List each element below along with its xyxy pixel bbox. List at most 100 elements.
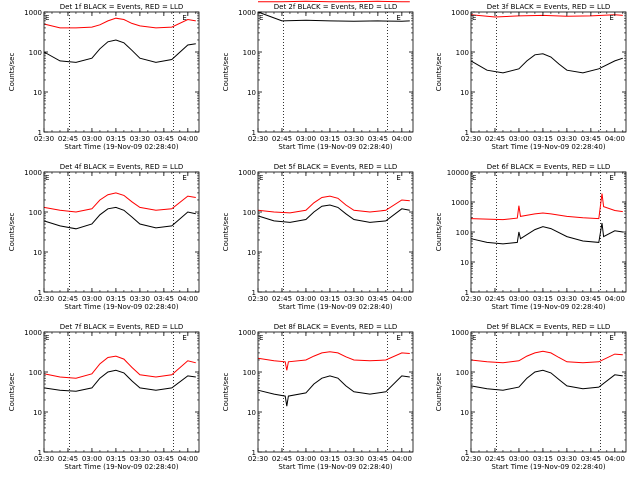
e-marker: E [259,334,263,342]
e-marker: E [396,174,400,182]
series-line-events [470,222,623,245]
y-tick-label: 100 [29,209,42,217]
y-tick-label: 1000 [24,329,42,337]
x-axis-label: Start Time (19-Nov-09 02:28:40) [278,303,392,311]
x-tick-label: 03:00 [509,295,529,303]
series-line-lld [470,14,623,18]
x-tick-label: 03:45 [581,295,601,303]
y-tick-label: 10 [460,409,469,417]
x-tick-label: 02:45 [272,295,292,303]
x-tick-label: 04:00 [178,455,198,463]
e-marker: E [45,14,49,22]
x-tick-label: 03:30 [130,295,150,303]
x-tick-label: 03:00 [82,455,102,463]
chart-panel-2: Det 2f BLACK = Events, RED = LLD E E 1 10 100… [222,0,414,151]
x-tick-label: 02:45 [485,295,505,303]
series-line-lld [43,192,196,213]
x-tick-label: 04:00 [605,295,625,303]
series-line-events [257,11,410,22]
series-line-lld [257,195,410,214]
y-tick-label: 100 [243,369,256,377]
y-tick-label: 10 [247,89,256,97]
x-tick-label: 03:45 [368,295,388,303]
series-line-lld [470,193,623,221]
series-line-lld [43,17,196,29]
x-tick-label: 03:15 [106,295,126,303]
x-tick-label: 04:00 [392,295,412,303]
x-tick-label: 03:30 [557,295,577,303]
x-tick-label: 04:00 [392,455,412,463]
x-tick-label: 04:00 [605,135,625,143]
x-tick-label: 03:45 [154,295,174,303]
x-tick-label: 03:30 [344,135,364,143]
e-marker: E [609,334,613,342]
x-tick-label: 03:45 [581,135,601,143]
y-tick-label: 10000 [447,169,469,177]
series-line-events [470,369,623,391]
x-tick-label: 04:00 [605,455,625,463]
x-tick-label: 02:30 [34,455,54,463]
chart-title: Det 9f BLACK = Events, RED = LLD [487,323,610,331]
e-marker: E [396,14,400,22]
x-tick-label: 02:45 [58,135,78,143]
plot-frame [257,171,414,293]
plot-frame [470,11,627,133]
x-tick-label: 02:45 [272,135,292,143]
x-axis-label: Start Time (19-Nov-09 02:28:40) [64,143,178,151]
x-tick-label: 02:30 [34,295,54,303]
e-marker: E [472,334,476,342]
y-tick-label: 1000 [451,9,469,17]
x-tick-label: 02:45 [485,455,505,463]
plot-frame [470,331,627,453]
y-tick-label: 10 [33,409,42,417]
y-tick-label: 10 [247,249,256,257]
x-tick-label: 02:45 [272,455,292,463]
x-axis-label: Start Time (19-Nov-09 02:28:40) [64,303,178,311]
y-tick-label: 1 [38,129,42,137]
y-tick-label: 1 [252,289,256,297]
series-line-lld [257,351,410,371]
y-tick-label: 10 [33,89,42,97]
y-tick-label: 1 [38,449,42,457]
y-axis-label: Counts/sec [8,53,16,92]
x-tick-label: 03:45 [368,455,388,463]
x-axis-label: Start Time (19-Nov-09 02:28:40) [491,463,605,471]
x-tick-label: 02:45 [58,455,78,463]
y-tick-label: 1 [252,449,256,457]
plot-frame [43,331,200,453]
chart-panel-6: Det 6f BLACK = Events, RED = LLD E E 1 10 100… [435,163,627,311]
x-tick-label: 03:30 [344,295,364,303]
y-tick-label: 1 [465,289,469,297]
chart-panel-5: Det 5f BLACK = Events, RED = LLD E E 1 10 100… [222,163,414,311]
x-axis-label: Start Time (19-Nov-09 02:28:40) [278,143,392,151]
chart-title: Det 4f BLACK = Events, RED = LLD [60,163,183,171]
x-tick-label: 04:00 [178,135,198,143]
e-marker: E [609,14,613,22]
y-tick-label: 100 [456,369,469,377]
y-axis-label: Counts/sec [222,53,230,92]
series-line-lld [258,0,410,3]
y-tick-label: 1000 [238,9,256,17]
x-tick-label: 03:30 [130,135,150,143]
y-axis-label: Counts/sec [8,373,16,412]
y-tick-label: 1 [465,449,469,457]
e-marker: E [45,334,49,342]
y-tick-label: 10 [247,409,256,417]
x-tick-label: 03:45 [368,135,388,143]
plot-frame [257,11,414,133]
chart-title: Det 3f BLACK = Events, RED = LLD [487,3,610,11]
e-marker: E [182,334,186,342]
e-marker: E [259,14,263,22]
chart-panel-3: Det 3f BLACK = Events, RED = LLD E E 1 10 100… [435,3,627,151]
e-marker: E [45,174,49,182]
x-tick-label: 04:00 [392,135,412,143]
plot-frame [43,11,200,133]
x-tick-label: 02:30 [248,295,268,303]
x-tick-label: 03:15 [106,135,126,143]
x-tick-label: 03:00 [82,295,102,303]
x-tick-label: 02:30 [461,455,481,463]
x-tick-label: 03:30 [130,455,150,463]
series-line-events [43,206,196,230]
x-tick-label: 03:30 [557,455,577,463]
